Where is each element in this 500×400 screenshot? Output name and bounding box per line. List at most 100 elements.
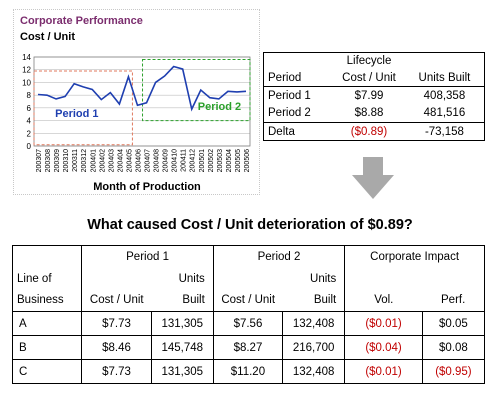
summary-cell: $8.88 bbox=[354, 107, 384, 120]
table-row: Delta ($0.89) -73,158 bbox=[263, 122, 485, 141]
impact-subheader: Vol. bbox=[344, 289, 423, 312]
chart-title: Corporate Performance bbox=[20, 15, 143, 27]
impact-subheader: Perf. bbox=[441, 294, 466, 307]
line-chart: Corporate Performance Cost / Unit 0 2 4 6 8 10 1… bbox=[20, 15, 251, 193]
impact-cell: $0.05 bbox=[421, 311, 485, 336]
x-tick-label: 200309 bbox=[54, 149, 61, 172]
impact-cell: ($0.01) bbox=[344, 359, 423, 384]
impact-subheader: Units bbox=[178, 272, 205, 285]
impact-cell: $7.56 bbox=[212, 311, 283, 336]
question-heading: What caused Cost / Unit deterioration of… bbox=[87, 217, 413, 233]
summary-table: Lifecycle Period Cost / Unit Units Built… bbox=[263, 52, 485, 141]
summary-cell: Period 2 bbox=[268, 107, 311, 120]
y-tick-label: 0 bbox=[27, 142, 32, 151]
period-1-box bbox=[33, 70, 133, 146]
impact-cell: 132,408 bbox=[282, 311, 345, 336]
x-tick-label: 200311 bbox=[72, 149, 79, 172]
impact-cell: 145,748 bbox=[150, 335, 214, 360]
x-tick-label: 200506 bbox=[244, 149, 251, 172]
summary-cell: $7.99 bbox=[333, 86, 405, 105]
impact-subheader bbox=[212, 267, 283, 290]
period-2-box bbox=[142, 59, 251, 122]
impact-group-header: Period 1 bbox=[81, 245, 214, 268]
x-tick-label: 200410 bbox=[172, 149, 179, 172]
impact-subheader: Cost / Unit bbox=[212, 289, 283, 312]
x-tick-label: 200401 bbox=[90, 149, 97, 172]
impact-subheader bbox=[81, 267, 152, 290]
x-tick-label: 200505 bbox=[235, 149, 242, 172]
summary-cell: Delta bbox=[263, 122, 334, 141]
summary-header: Period bbox=[268, 71, 302, 84]
y-tick-label: 14 bbox=[22, 53, 31, 62]
summary-cell: 481,516 bbox=[423, 107, 466, 120]
y-tick-label: 12 bbox=[22, 66, 31, 75]
table-row: B $8.46 145,748 $8.27 216,700 ($0.04) $0… bbox=[12, 335, 485, 360]
summary-cell: Period 1 bbox=[263, 86, 334, 105]
impact-cell: B bbox=[12, 335, 82, 360]
summary-cell: ($0.89) bbox=[333, 122, 405, 141]
table-row: Period 1 $7.99 408,358 bbox=[263, 86, 485, 105]
impact-subheader: Built bbox=[182, 294, 205, 307]
series-line bbox=[37, 65, 247, 112]
x-tick-label: 200402 bbox=[99, 149, 106, 172]
impact-subheader bbox=[344, 267, 423, 290]
x-tick-label: 200308 bbox=[45, 149, 52, 172]
y-tick-label: 6 bbox=[27, 104, 32, 113]
impact-cell: A bbox=[12, 311, 82, 336]
x-tick-label: 200502 bbox=[208, 149, 215, 172]
summary-header: Units Built bbox=[418, 71, 471, 84]
impact-cell: 132,408 bbox=[282, 359, 345, 384]
impact-subheader: Line of bbox=[17, 272, 52, 285]
x-tick-label: 200312 bbox=[81, 149, 88, 172]
impact-cell: $7.73 bbox=[81, 359, 152, 384]
impact-cell: 216,700 bbox=[282, 335, 345, 360]
impact-subheader: Business bbox=[17, 294, 64, 307]
summary-header: Cost / Unit bbox=[342, 71, 396, 84]
x-tick-label: 200408 bbox=[154, 149, 161, 172]
impact-cell: C bbox=[12, 359, 82, 384]
x-tick-label: 200409 bbox=[163, 149, 170, 172]
impact-subheader: Cost / Unit bbox=[81, 289, 152, 312]
summary-header-top bbox=[405, 53, 485, 70]
table-row: Period 2 $8.88 481,516 bbox=[264, 105, 485, 123]
impact-cell: $0.08 bbox=[421, 335, 485, 360]
impact-subheader: Units bbox=[310, 272, 337, 285]
impact-cell: $8.27 bbox=[212, 335, 283, 360]
x-tick-label: 200310 bbox=[63, 149, 70, 172]
y-tick-label: 2 bbox=[27, 129, 32, 138]
impact-cell: $8.46 bbox=[81, 335, 152, 360]
x-tick-label: 200307 bbox=[36, 149, 43, 172]
impact-cell: 131,305 bbox=[150, 359, 214, 384]
impact-cell: ($0.01) bbox=[344, 311, 423, 336]
impact-header-blank bbox=[13, 246, 82, 268]
annotation-label: Period 2 bbox=[198, 101, 241, 113]
summary-cell: -73,158 bbox=[404, 122, 485, 141]
x-axis-label: Month of Production bbox=[93, 181, 201, 193]
impact-group-header: Period 2 bbox=[212, 245, 345, 268]
down-arrow-icon bbox=[352, 157, 394, 199]
impact-group-header: Corporate Impact bbox=[344, 245, 485, 268]
impact-cell: ($0.95) bbox=[421, 359, 485, 384]
table-row: A $7.73 131,305 $7.56 132,408 ($0.01) $0… bbox=[12, 311, 485, 336]
summary-header-top: Lifecycle bbox=[346, 55, 392, 68]
x-tick-label: 200404 bbox=[117, 149, 124, 172]
x-tick-label: 200407 bbox=[145, 149, 152, 172]
annotation-label: Period 1 bbox=[55, 108, 98, 120]
impact-table: Period 1 Period 2 Corporate Impact Line … bbox=[12, 245, 485, 384]
x-tick-label: 200501 bbox=[199, 149, 206, 172]
x-tick-label: 200412 bbox=[190, 149, 197, 172]
table-row: C $7.73 131,305 $11.20 132,408 ($0.01) (… bbox=[12, 359, 485, 384]
impact-cell: $7.73 bbox=[81, 311, 152, 336]
y-tick-label: 8 bbox=[27, 91, 32, 100]
chart-panel: Corporate Performance Cost / Unit 0 2 4 6 8 10 1… bbox=[13, 9, 260, 195]
impact-subheader: Built bbox=[313, 294, 337, 307]
y-tick-label: 4 bbox=[27, 117, 32, 126]
x-tick-label: 200403 bbox=[108, 149, 115, 172]
x-tick-label: 200504 bbox=[226, 149, 233, 172]
impact-cell: ($0.04) bbox=[344, 335, 423, 360]
summary-cell: 408,358 bbox=[404, 86, 485, 105]
x-tick-label: 200405 bbox=[126, 149, 133, 172]
impact-cell: 131,305 bbox=[150, 311, 214, 336]
x-tick-label: 200406 bbox=[135, 149, 142, 172]
impact-subheader bbox=[422, 268, 484, 290]
